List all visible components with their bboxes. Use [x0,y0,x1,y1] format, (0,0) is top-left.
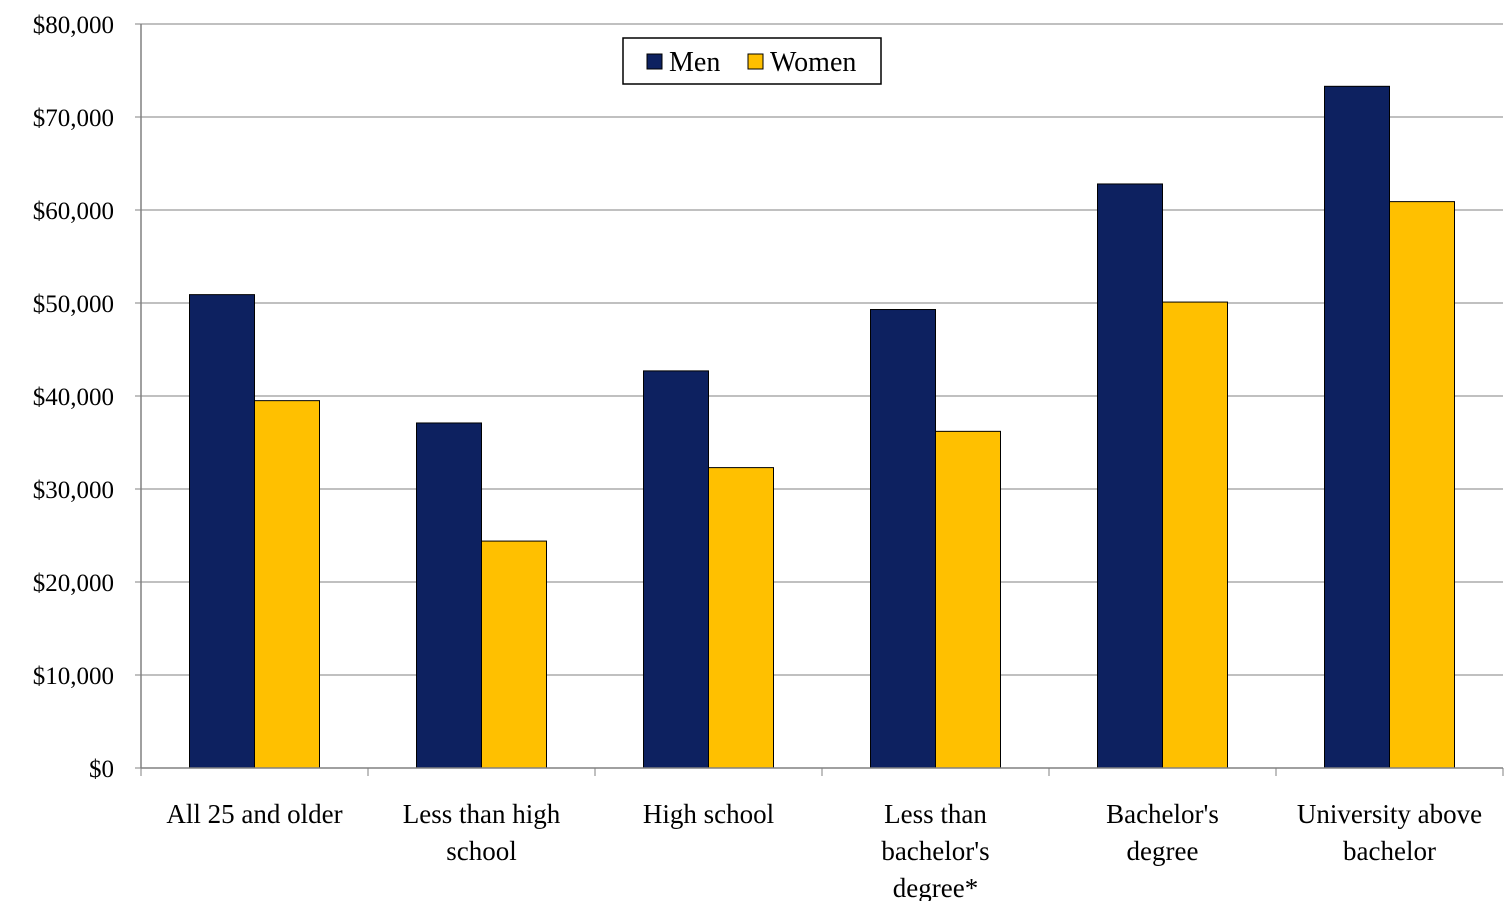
bar-women-2 [708,467,774,769]
legend: Men Women [622,37,882,85]
x-category-label: Bachelor's degree [1106,799,1219,866]
x-category-label: All 25 and older [166,799,342,829]
x-category-label-line: school [446,836,517,866]
x-category-label-line: University above [1297,799,1482,829]
x-category-label-line: degree [1127,836,1199,866]
y-tick-label: $0 [89,756,114,783]
bar-men-3 [870,309,936,769]
gridlines [141,23,1503,676]
bar-women-4 [1162,301,1228,769]
bar-men-4 [1097,183,1163,769]
x-category-label: Less than bachelor's degree* [881,799,989,901]
x-category-label-line: degree* [893,873,978,901]
x-category-label-line: Bachelor's [1106,799,1219,829]
y-tick-label: $10,000 [33,663,114,690]
x-category-label-line: All 25 and older [166,799,342,829]
bar-men-2 [643,370,709,769]
axes [135,23,1504,776]
bar-women-1 [481,540,547,769]
x-category-label-line: Less than high [403,799,561,829]
y-axis-tick-labels: $0 $10,000 $20,000 $30,000 $40,000 $50,000 $60… [33,12,114,783]
y-tick-label: $30,000 [33,477,114,504]
bar-women-0 [254,400,320,769]
y-tick-label: $60,000 [33,198,114,225]
legend-label-men: Men [669,47,720,78]
y-tick-label: $40,000 [33,384,114,411]
y-tick-label: $80,000 [33,12,114,39]
y-tick-label: $20,000 [33,570,114,597]
bar-men-1 [416,422,482,769]
x-category-label-line: bachelor's [881,836,989,866]
x-category-label: Less than high school [403,799,561,866]
x-category-label-line: Less than [884,799,987,829]
x-category-label-line: High school [643,799,774,829]
bar-women-3 [935,430,1001,769]
legend-swatch-women [747,53,764,70]
y-tick-label: $70,000 [33,105,114,132]
x-category-label: High school [643,799,774,829]
legend-swatch-men [646,53,663,70]
x-category-label-line: bachelor [1343,836,1436,866]
y-tick-label: $50,000 [33,291,114,318]
bar-women-5 [1389,201,1455,769]
bar-men-0 [189,294,255,769]
x-category-label: University above bachelor [1297,799,1482,866]
x-axis-category-labels: All 25 and older Less than high school High… [166,799,1482,901]
bar-men-5 [1324,85,1390,769]
bars [189,85,1455,769]
legend-label-women: Women [770,47,856,78]
